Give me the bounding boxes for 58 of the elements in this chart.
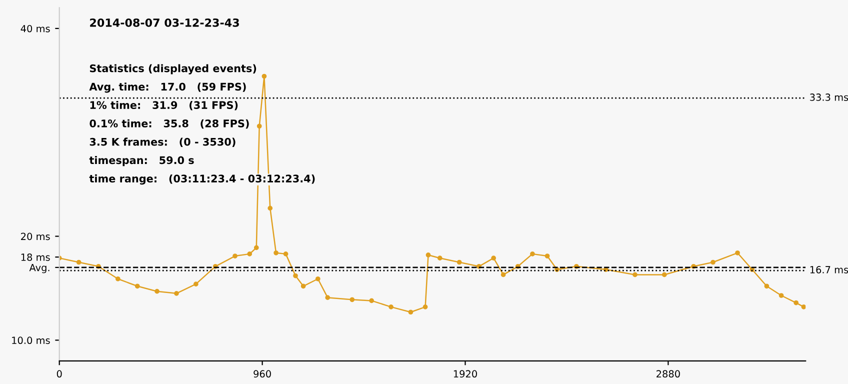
point xyxy=(388,304,394,310)
y-tick-label: 40 ms xyxy=(20,24,50,32)
point xyxy=(247,252,252,256)
point xyxy=(735,250,740,256)
ref-line-label: 16.7 ms xyxy=(810,266,848,274)
annotation: time range: (03:11:23.4 - 03:12:23.4) xyxy=(89,174,315,185)
point xyxy=(422,304,428,310)
point xyxy=(710,260,716,265)
annotation: 0.1% time: 35.8 (28 FPS) xyxy=(90,119,249,129)
point xyxy=(662,272,667,278)
annotation: Avg. time: 17.0 (59 FPS) xyxy=(89,82,246,93)
point xyxy=(456,260,462,265)
point xyxy=(801,304,806,310)
point xyxy=(544,254,550,258)
x-tick-label: 2880 xyxy=(656,370,680,378)
y-tick-label: 20 ms xyxy=(21,232,50,240)
point xyxy=(437,256,442,261)
y-tick-label: 18 ms xyxy=(21,254,50,261)
y-tick-label: Avg. xyxy=(29,264,50,274)
point xyxy=(426,252,431,258)
point xyxy=(764,284,770,289)
point xyxy=(115,276,120,282)
point xyxy=(134,284,140,289)
x-tick-label: 1920 xyxy=(454,370,477,378)
point xyxy=(530,252,535,256)
point xyxy=(778,293,784,298)
point xyxy=(268,206,273,211)
point xyxy=(476,264,482,269)
point xyxy=(256,124,262,129)
point xyxy=(325,295,330,300)
y-tick-label: 10.0 ms xyxy=(12,336,50,344)
point xyxy=(408,310,414,315)
point xyxy=(283,252,288,256)
point xyxy=(369,298,374,304)
annotation: 3.5 K frames: (0 - 3530) xyxy=(90,138,236,147)
point xyxy=(174,290,179,296)
point xyxy=(315,276,320,282)
point xyxy=(300,284,306,289)
text: 2014-08-07 03-12-23-43 xyxy=(90,18,239,27)
annotation: Statistics (displayed events) xyxy=(90,64,256,74)
point xyxy=(76,260,82,265)
point xyxy=(154,288,160,294)
annotation: 1% time: 31.9 (31 FPS) xyxy=(90,100,238,110)
point xyxy=(293,273,298,278)
x-tick-label: 0 xyxy=(56,370,62,378)
point xyxy=(491,256,496,261)
point xyxy=(274,250,278,256)
point xyxy=(254,245,259,250)
point xyxy=(794,300,799,306)
annotation: timespan: 59.0 s xyxy=(89,156,194,166)
point xyxy=(193,282,198,286)
point xyxy=(500,272,506,278)
point xyxy=(262,74,267,79)
ref-line-label: 33.3 ms xyxy=(810,94,848,101)
point xyxy=(350,297,355,302)
x-tick-label: 960 xyxy=(254,370,271,378)
point xyxy=(232,254,238,258)
point xyxy=(632,272,638,278)
